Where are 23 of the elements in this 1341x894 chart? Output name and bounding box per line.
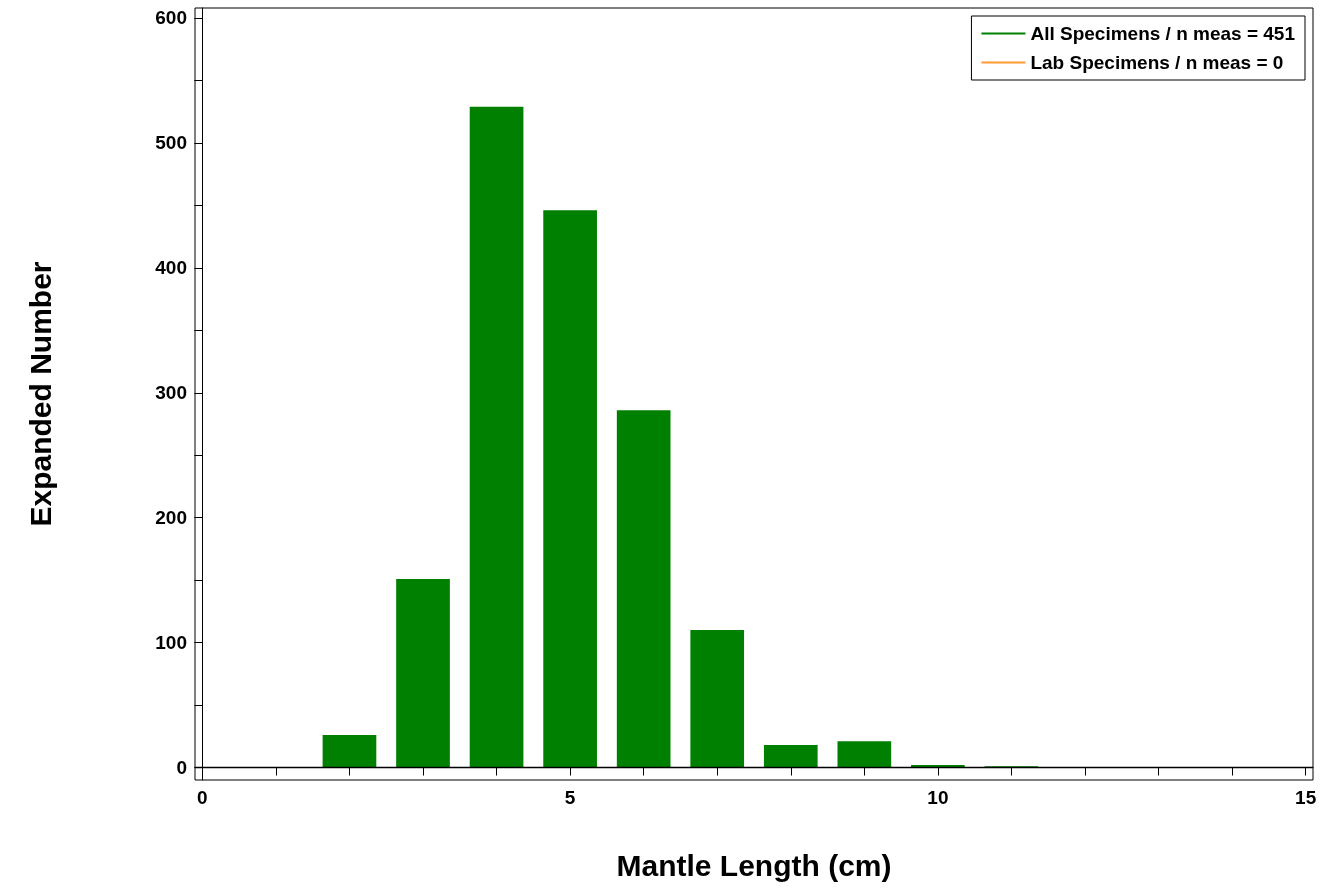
x-tick-label: 5: [564, 787, 576, 808]
x-axis-title: Mantle Length (cm): [616, 848, 892, 882]
x-tick-label: 15: [1295, 787, 1317, 808]
y-tick-label: 400: [155, 257, 187, 279]
y-tick-label: 300: [155, 382, 187, 404]
y-tick-label: 100: [155, 632, 187, 654]
x-tick-label: 10: [927, 787, 949, 808]
legend-label: Lab Specimens / n meas = 0: [1030, 52, 1284, 73]
legend-label: All Specimens / n meas = 451: [1030, 23, 1296, 44]
bar: [322, 735, 377, 768]
y-tick-label: 500: [155, 132, 187, 154]
bar: [690, 630, 745, 768]
bar: [837, 741, 892, 768]
y-tick-label: 600: [155, 7, 187, 29]
bar: [469, 106, 524, 768]
bar: [763, 745, 818, 768]
y-tick-label: 200: [155, 507, 187, 529]
y-tick-label: 0: [176, 757, 187, 779]
y-axis-title: Expanded Number: [23, 261, 57, 527]
bar: [396, 578, 450, 768]
x-tick-label: 0: [197, 787, 208, 808]
bar: [616, 410, 671, 768]
bar: [543, 210, 597, 768]
